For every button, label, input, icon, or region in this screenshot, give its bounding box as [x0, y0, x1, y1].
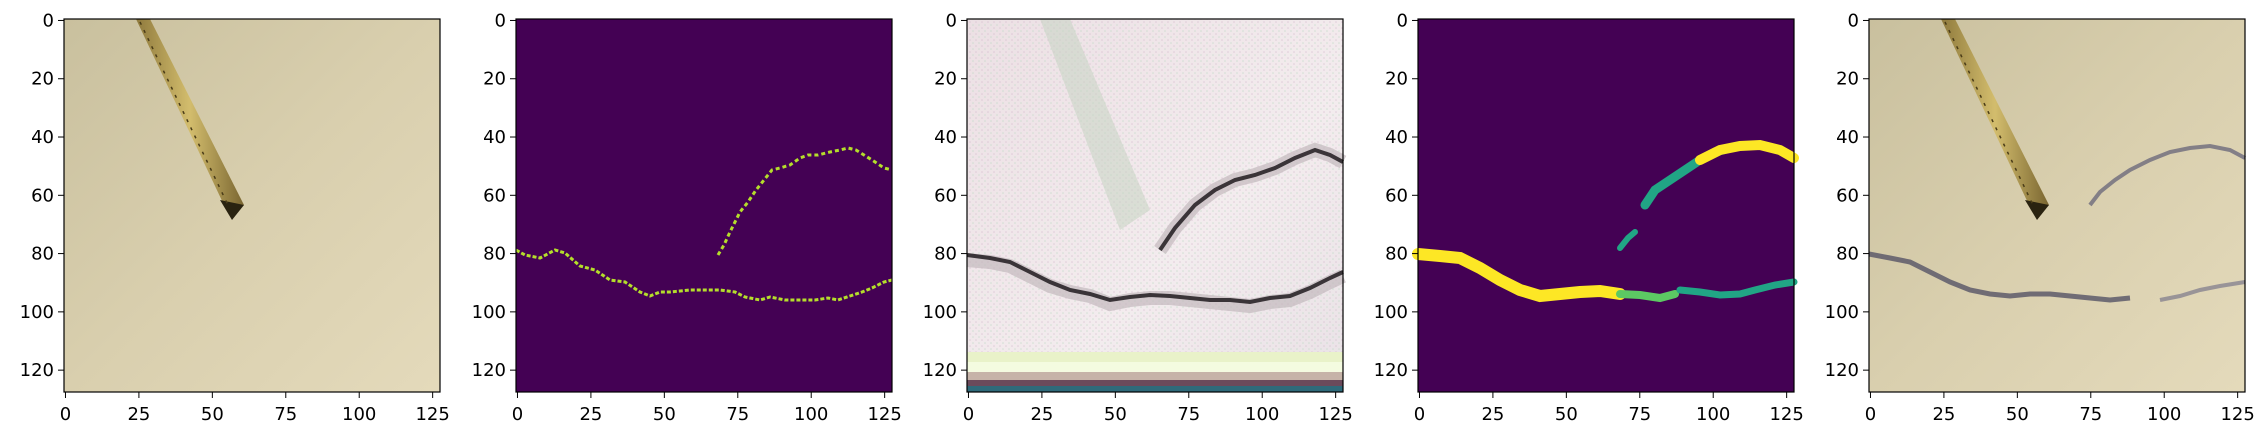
- y-tick-label: 60: [483, 185, 506, 206]
- predicted-mask-panel: [1412, 18, 1799, 393]
- x-tick-label: 50: [653, 404, 676, 425]
- y-tick-label: 80: [1385, 244, 1408, 265]
- y-tick-label: 60: [31, 185, 54, 206]
- x-tick-label: 0: [512, 404, 523, 425]
- x-tick-label: 100: [1696, 404, 1730, 425]
- y-tick-label: 100: [1825, 302, 1859, 323]
- label-mask-image: [516, 19, 892, 392]
- x-tick-label: 75: [726, 404, 749, 425]
- y-tick-label: 40: [31, 127, 54, 148]
- y-tick-label: 0: [43, 10, 54, 31]
- x-tick-label: 25: [1481, 404, 1504, 425]
- generated-crack-upper: [1158, 147, 1344, 252]
- label-mask-panel: [515, 18, 893, 393]
- predicted-mask-image: [1418, 19, 1794, 392]
- x-tick-label: 75: [2079, 404, 2102, 425]
- input-image-panel: [63, 18, 441, 393]
- y-tick-label: 100: [1374, 302, 1408, 323]
- x-tick-label: 125: [1769, 404, 1803, 425]
- y-tick-label: 80: [31, 244, 54, 265]
- x-tick-label: 25: [579, 404, 602, 425]
- y-tick-label: 20: [31, 69, 54, 90]
- generated-crack-lower: [966, 253, 1344, 305]
- x-tick-label: 0: [963, 404, 974, 425]
- x-tick-label: 50: [2006, 404, 2029, 425]
- overlay-crack-upper: [2088, 143, 2246, 207]
- y-tick-label: 0: [1848, 10, 1859, 31]
- y-tick-label: 20: [1836, 69, 1859, 90]
- label-crack-upper: [716, 146, 893, 256]
- x-tick-label: 25: [127, 404, 150, 425]
- y-tick-label: 20: [1385, 69, 1408, 90]
- x-tick-label: 100: [2147, 404, 2181, 425]
- y-tick-label: 0: [1397, 10, 1408, 31]
- y-tick-label: 100: [20, 302, 54, 323]
- x-tick-label: 125: [867, 404, 901, 425]
- x-tick-label: 75: [1177, 404, 1200, 425]
- y-tick-label: 120: [472, 360, 506, 381]
- y-tick-label: 0: [495, 10, 506, 31]
- overlay-image-panel: [1868, 18, 2246, 393]
- x-tick-label: 50: [1104, 404, 1127, 425]
- overlay-image-panel-axes: 0 25 50 75 100 125 0 20 40 60 80 100 120: [1825, 10, 2255, 425]
- x-tick-label: 0: [60, 404, 71, 425]
- input-image-panel-axes: 0 25 50 75 100 125 0 20 40 60 80 100 120: [20, 10, 450, 425]
- predicted-mask-panel-axes: 0 25 50 75 100 125 0 20 40 60 80 100 120: [1374, 10, 1804, 425]
- y-tick-label: 20: [934, 69, 957, 90]
- x-tick-label: 75: [274, 404, 297, 425]
- y-tick-label: 40: [934, 127, 957, 148]
- ruler-stick: [136, 19, 244, 214]
- y-tick-label: 80: [1836, 244, 1859, 265]
- x-tick-label: 0: [1865, 404, 1876, 425]
- input-image: [64, 19, 440, 392]
- y-tick-label: 120: [1825, 360, 1859, 381]
- axes-layer: 0 25 50 75 100 125 0 20 40 60 80 100 120 0 25 50 75 100 12…: [20, 10, 2255, 425]
- y-tick-label: 60: [1385, 185, 1408, 206]
- x-tick-label: 100: [342, 404, 376, 425]
- overlay-crack-lower: [1868, 251, 2131, 303]
- generated-image-panel: [966, 18, 1347, 393]
- x-tick-label: 125: [415, 404, 449, 425]
- x-tick-label: 50: [1555, 404, 1578, 425]
- label-mask-panel-axes: 0 25 50 75 100 125 0 20 40 60 80 100 120: [472, 10, 902, 425]
- x-tick-label: 100: [1245, 404, 1279, 425]
- x-tick-label: 125: [2220, 404, 2254, 425]
- generated-image-panel-axes: 0 25 50 75 100 125 0 20 40 60 80 100 120: [923, 10, 1353, 425]
- x-tick-label: 50: [201, 404, 224, 425]
- y-tick-label: 80: [483, 244, 506, 265]
- x-tick-label: 25: [1932, 404, 1955, 425]
- pred-crack-lower: [1412, 248, 1626, 303]
- y-tick-label: 120: [923, 360, 957, 381]
- x-tick-label: 100: [794, 404, 828, 425]
- y-tick-label: 40: [1385, 127, 1408, 148]
- x-tick-label: 75: [1628, 404, 1651, 425]
- y-tick-label: 100: [472, 302, 506, 323]
- y-tick-label: 0: [946, 10, 957, 31]
- y-tick-label: 60: [1836, 185, 1859, 206]
- x-tick-label: 0: [1414, 404, 1425, 425]
- y-tick-label: 120: [1374, 360, 1408, 381]
- y-tick-label: 40: [1836, 127, 1859, 148]
- y-tick-label: 60: [934, 185, 957, 206]
- x-tick-label: 25: [1030, 404, 1053, 425]
- y-tick-label: 20: [483, 69, 506, 90]
- y-tick-label: 100: [923, 302, 957, 323]
- overlay-image: [1869, 19, 2245, 392]
- label-crack-lower: [515, 248, 893, 302]
- y-tick-label: 120: [20, 360, 54, 381]
- x-tick-label: 125: [1318, 404, 1352, 425]
- y-tick-label: 40: [483, 127, 506, 148]
- y-tick-label: 80: [934, 244, 957, 265]
- ruler-tip: [220, 200, 244, 220]
